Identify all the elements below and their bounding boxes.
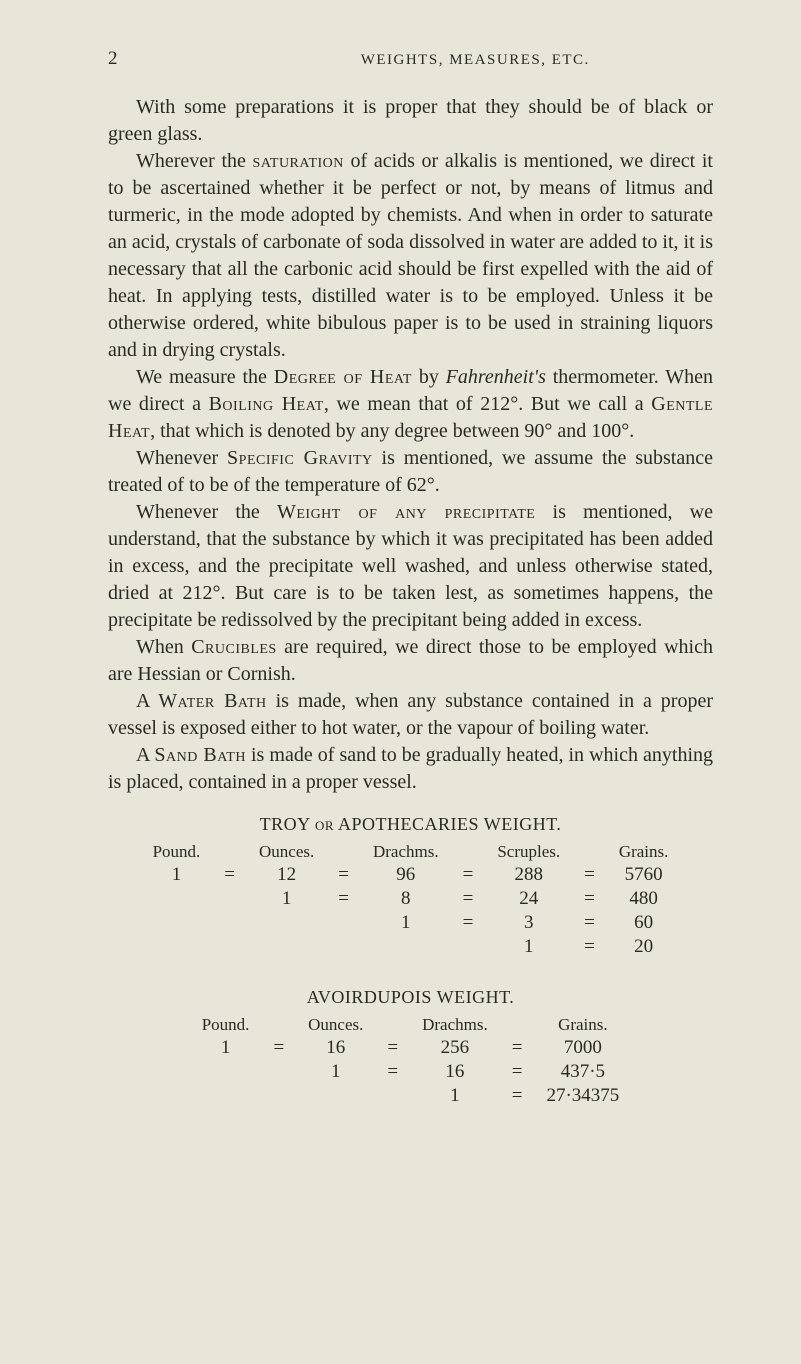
smallcaps: Degree of Heat [274,366,412,388]
equals: = [212,863,247,887]
paragraph-4: Whenever Specific Gravity is mentioned, … [108,445,713,499]
equals: = [572,911,607,935]
cell: 7000 [534,1036,631,1060]
col-grains: Grains. [607,841,681,863]
equals: = [572,863,607,887]
equals: = [375,1036,410,1060]
table-header-row: Pound. Ounces. Drachms. Grains. [190,1014,632,1036]
equals: = [326,863,361,887]
equals: = [326,887,361,911]
title-or: or [315,814,334,834]
equals: = [572,935,607,959]
col-ounces: Ounces. [296,1014,375,1036]
equals: = [375,1060,410,1084]
equals: = [572,887,607,911]
table-row: 1= 16= 437·5 [190,1060,632,1084]
cell: 1 [247,887,326,911]
paragraph-1: With some preparations it is proper that… [108,94,713,148]
equals: = [451,911,486,935]
page-number: 2 [108,48,118,70]
paragraph-2: Wherever the saturation of acids or alka… [108,148,713,364]
table-row: 1= 20 [141,935,681,959]
table-row: 1= 8= 24= 480 [141,887,681,911]
running-head: WEIGHTS, MEASURES, ETC. [238,52,714,69]
smallcaps: Specific Gravity [227,447,373,469]
text: A [136,744,154,766]
troy-table-title: TROY or APOTHECARIES WEIGHT. [108,814,713,835]
cell: 96 [361,863,451,887]
text: Wherever the [136,150,253,172]
table-row: 1= 16= 256= 7000 [190,1036,632,1060]
cell: 1 [485,935,572,959]
col-ounces: Ounces. [247,841,326,863]
smallcaps: Sand Bath [154,744,246,766]
cell: 288 [485,863,572,887]
cell: 24 [485,887,572,911]
equals: = [261,1036,296,1060]
cell: 8 [361,887,451,911]
cell: 20 [607,935,681,959]
paragraph-6: When Crucibles are required, we direct t… [108,634,713,688]
equals: = [500,1060,535,1084]
cell: 60 [607,911,681,935]
col-scruples: Scruples. [485,841,572,863]
text: Whenever [136,447,227,469]
col-grains: Grains. [534,1014,631,1036]
cell: 1 [361,911,451,935]
page-header: 2 WEIGHTS, MEASURES, ETC. [108,48,713,70]
cell: 12 [247,863,326,887]
col-drachms: Drachms. [410,1014,500,1036]
cell: 437·5 [534,1060,631,1084]
avoir-table: Pound. Ounces. Drachms. Grains. 1= 16= 2… [190,1014,632,1108]
cell: 1 [190,1036,262,1060]
cell: 1 [410,1084,500,1108]
cell: 5760 [607,863,681,887]
equals: = [500,1036,535,1060]
text: , we mean that of 212°. But we call a [324,393,651,415]
equals: = [500,1084,535,1108]
cell: 16 [296,1036,375,1060]
col-pound: Pound. [190,1014,262,1036]
smallcaps: saturation [253,150,344,172]
paragraph-5: Whenever the Weight of any precipitate i… [108,499,713,634]
col-drachms: Drachms. [361,841,451,863]
text: by [412,366,446,388]
title-part: APOTHECARIES WEIGHT. [334,814,561,834]
smallcaps: Boiling Heat [209,393,324,415]
italic: Fahrenheit's [446,366,546,388]
text: With some preparations it is proper that… [108,96,713,145]
title-part: TROY [260,814,315,834]
body-text: With some preparations it is proper that… [108,94,713,796]
cell: 16 [410,1060,500,1084]
cell: 27·34375 [534,1084,631,1108]
table-row: 1= 27·34375 [190,1084,632,1108]
text: A [136,690,158,712]
cell: 256 [410,1036,500,1060]
troy-table: Pound. Ounces. Drachms. Scruples. Grains… [141,841,681,959]
col-pound: Pound. [141,841,213,863]
equals: = [451,887,486,911]
cell: 3 [485,911,572,935]
paragraph-3: We measure the Degree of Heat by Fahrenh… [108,364,713,445]
text: When [136,636,191,658]
table-row: 1= 3= 60 [141,911,681,935]
equals: = [451,863,486,887]
cell: 480 [607,887,681,911]
text: Whenever the [136,501,277,523]
smallcaps: Crucibles [191,636,277,658]
cell: 1 [141,863,213,887]
smallcaps: Weight of any precipitate [277,501,535,523]
paragraph-8: A Sand Bath is made of sand to be gradua… [108,742,713,796]
text: , that which is denoted by any degree be… [150,420,634,442]
cell: 1 [296,1060,375,1084]
avoir-table-title: AVOIRDUPOIS WEIGHT. [108,987,713,1008]
smallcaps: Water Bath [158,690,266,712]
table-header-row: Pound. Ounces. Drachms. Scruples. Grains… [141,841,681,863]
page-container: 2 WEIGHTS, MEASURES, ETC. With some prep… [0,0,801,1168]
paragraph-7: A Water Bath is made, when any substance… [108,688,713,742]
text: of acids or alkalis is mentioned, we dir… [108,150,713,361]
text: We measure the [136,366,274,388]
table-row: 1= 12= 96= 288= 5760 [141,863,681,887]
